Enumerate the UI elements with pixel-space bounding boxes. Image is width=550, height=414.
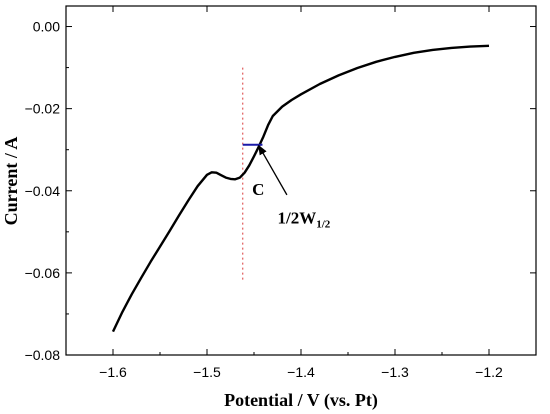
y-tick-label: −0.08 [25, 347, 61, 363]
half-width-label-sub: 1/2 [316, 219, 331, 231]
y-tick-label: 0.00 [33, 19, 60, 35]
annotation-arrow [258, 144, 288, 196]
x-axis-title: Potential / V (vs. Pt) [224, 390, 378, 411]
x-tick-label: −1.6 [99, 364, 127, 380]
half-width-label-main: 1/2W [278, 209, 317, 228]
y-tick-label: −0.06 [25, 265, 61, 281]
y-axis-title: Current / A [1, 137, 21, 226]
x-axis-ticks: −1.6 −1.5 −1.4 −1.3 −1.2 [65, 6, 537, 380]
x-tick-label: −1.5 [193, 364, 221, 380]
y-tick-label: −0.04 [25, 183, 61, 199]
half-width-label: 1/2W1/2 [278, 209, 331, 231]
point-c-label: C [252, 180, 264, 199]
plot-frame [65, 5, 537, 356]
x-tick-label: −1.3 [381, 364, 409, 380]
y-tick-label: −0.02 [25, 101, 61, 117]
x-tick-label: −1.2 [475, 364, 503, 380]
x-tick-label: −1.4 [287, 364, 315, 380]
y-axis-ticks: 0.00 −0.02 −0.04 −0.06 −0.08 [25, 19, 536, 363]
series-line [111, 44, 490, 333]
